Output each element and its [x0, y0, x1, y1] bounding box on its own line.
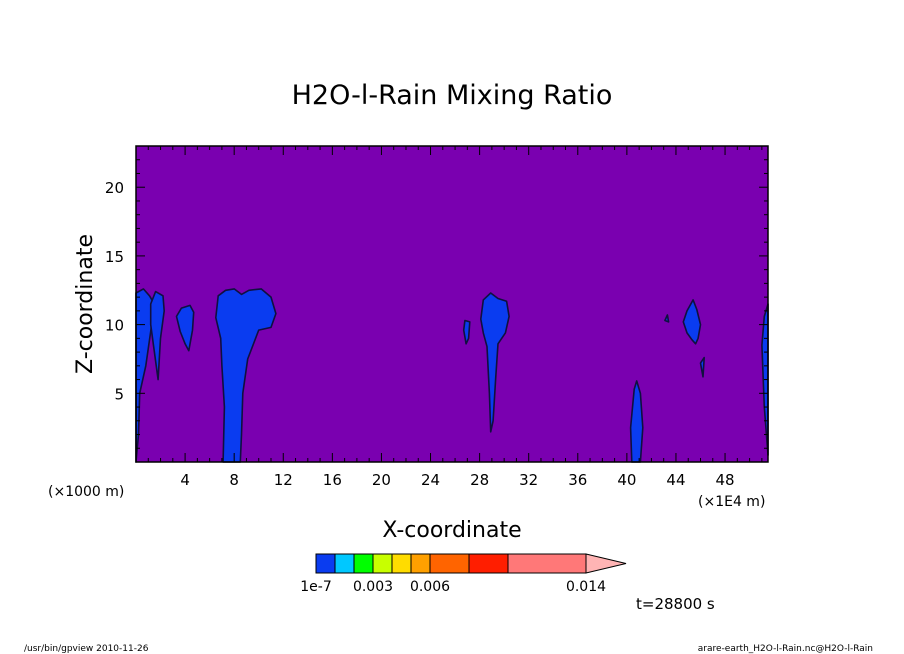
y-tick-label: 20: [105, 179, 124, 197]
x-tick-label: 20: [372, 471, 391, 489]
colorbar-label: 0.014: [566, 579, 606, 595]
contour-plume-4: [215, 288, 277, 463]
colorbar-swatch: [468, 553, 509, 574]
colorbar-swatch: [334, 553, 355, 574]
x-tick-label: 28: [470, 471, 489, 489]
y-axis-label: Z-coordinate: [73, 234, 98, 374]
colorbar-swatch: [507, 553, 587, 574]
x-tick-label: 24: [421, 471, 440, 489]
contour-plume-3: [175, 304, 195, 352]
footer-left: /usr/bin/gpview 2010-11-26: [24, 644, 149, 654]
y-tick-label: 15: [105, 248, 124, 266]
x-tick-label: 12: [274, 471, 293, 489]
colorbar-swatch: [391, 553, 412, 574]
colorbar-extend-arrow: [585, 553, 627, 574]
colorbar-label: 0.003: [353, 579, 393, 595]
x-unit-left: (×1000 m): [48, 484, 124, 500]
contour-plume-6: [479, 292, 510, 433]
chart-title: H2O-l-Rain Mixing Ratio: [292, 80, 613, 111]
colorbar-swatch: [410, 553, 431, 574]
contour-plume-7: [629, 380, 644, 463]
colorbar-swatch: [315, 553, 336, 574]
colorbar-swatch: [372, 553, 393, 574]
x-tick-label: 4: [180, 471, 190, 489]
colorbar-swatch: [429, 553, 470, 574]
x-tick-label: 16: [323, 471, 342, 489]
contour-plume-8: [682, 299, 702, 345]
colorbar-label: 1e-7: [300, 579, 331, 595]
contour-speck-1: [664, 314, 670, 323]
footer-right: arare-earth_H2O-l-Rain.nc@H2O-l-Rain: [698, 644, 873, 654]
plot-frame: [135, 145, 769, 463]
colorbar-swatch: [353, 553, 374, 574]
x-tick-label: 36: [568, 471, 587, 489]
x-axis-label: X-coordinate: [382, 518, 521, 543]
y-tick-label: 10: [105, 317, 124, 335]
time-label: t=28800 s: [636, 595, 715, 613]
colorbar: 1e-7 0.003 0.006 0.014: [300, 553, 627, 595]
x-tick-label: 8: [229, 471, 239, 489]
contour-speck-2: [699, 356, 706, 378]
x-tick-label: 44: [666, 471, 685, 489]
contour-plume-2: [149, 290, 165, 381]
x-tick-label: 32: [519, 471, 538, 489]
contour-plume-5: [462, 319, 471, 345]
x-tick-label: 48: [716, 471, 735, 489]
colorbar-label: 0.006: [410, 579, 450, 595]
y-tick-label: 5: [114, 385, 124, 403]
x-tick-label: 40: [617, 471, 636, 489]
x-unit-right: (×1E4 m): [698, 494, 765, 510]
